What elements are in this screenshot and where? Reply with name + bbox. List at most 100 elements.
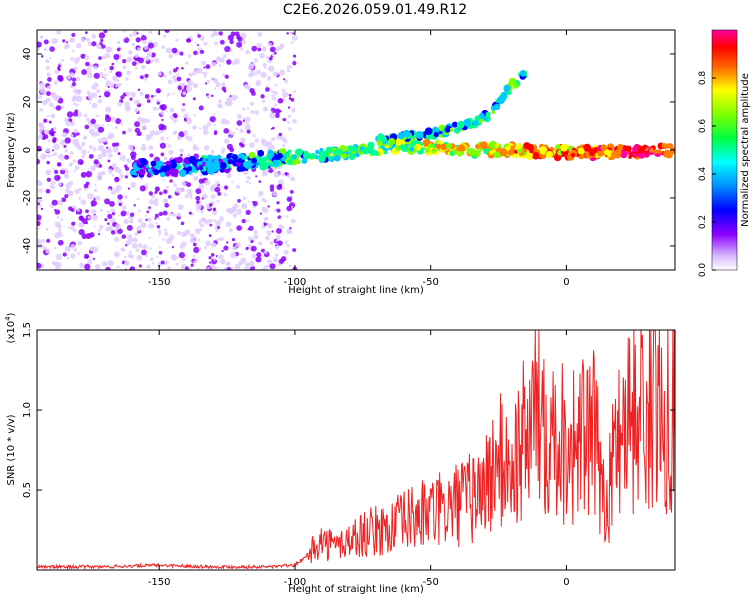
noise-dot — [43, 118, 48, 123]
noise-dot — [290, 218, 296, 224]
noise-dot — [211, 94, 214, 98]
noise-dot — [153, 201, 159, 207]
noise-dot — [134, 53, 139, 59]
track-dot — [272, 159, 280, 167]
track-dot — [501, 92, 508, 98]
noise-dot — [66, 75, 71, 80]
noise-dot — [64, 149, 68, 153]
noise-dot — [123, 36, 126, 40]
noise-dot — [157, 107, 160, 111]
noise-dot — [259, 212, 263, 215]
noise-dot — [225, 208, 230, 212]
noise-dot — [249, 142, 255, 148]
noise-dot — [56, 215, 60, 219]
noise-dot — [257, 241, 263, 246]
noise-dot — [245, 50, 250, 55]
noise-dot — [49, 46, 55, 52]
noise-dot — [227, 34, 234, 41]
noise-dot — [136, 226, 141, 232]
track-dot — [456, 121, 465, 129]
noise-dot — [260, 248, 265, 253]
track-dot — [314, 149, 320, 155]
noise-dot — [229, 147, 235, 153]
noise-dot — [60, 218, 64, 222]
noise-dot — [218, 64, 222, 67]
noise-dot — [249, 260, 255, 267]
noise-dot — [83, 36, 86, 39]
noise-dot — [107, 213, 113, 219]
noise-dot — [69, 72, 75, 78]
noise-dot — [240, 47, 244, 52]
noise-dot — [160, 111, 165, 116]
noise-dot — [119, 154, 127, 162]
noise-dot — [226, 59, 232, 65]
noise-dot — [217, 191, 222, 196]
noise-dot — [119, 173, 125, 179]
noise-dot — [151, 97, 154, 101]
noise-dot — [278, 179, 284, 186]
noise-dot — [146, 210, 150, 214]
noise-dot — [171, 47, 178, 54]
noise-dot — [215, 82, 221, 88]
track-dot — [261, 156, 268, 162]
noise-dot — [91, 102, 98, 109]
noise-dot — [177, 204, 184, 211]
noise-dot — [146, 264, 151, 269]
noise-dot — [60, 58, 65, 62]
noise-dot — [292, 61, 297, 66]
noise-dot — [84, 31, 88, 35]
noise-dot — [138, 209, 141, 213]
noise-dot — [185, 135, 190, 140]
noise-dot — [270, 110, 273, 114]
noise-dot — [122, 205, 127, 210]
noise-dot — [154, 186, 160, 192]
noise-dot — [95, 195, 101, 201]
noise-dot — [76, 42, 82, 49]
noise-dot — [267, 259, 272, 264]
noise-dot — [183, 113, 189, 119]
noise-dot — [123, 255, 127, 259]
noise-dot — [81, 155, 85, 159]
noise-dot — [152, 106, 158, 111]
track-dot — [337, 148, 343, 155]
track-dot — [560, 143, 569, 152]
noise-dot — [281, 88, 286, 92]
noise-dot — [87, 215, 91, 220]
noise-dot — [171, 246, 175, 249]
noise-dot — [129, 212, 135, 217]
noise-dot — [256, 69, 262, 75]
noise-dot — [154, 130, 160, 136]
noise-dot — [162, 108, 165, 111]
noise-dot — [168, 70, 173, 75]
noise-dot — [171, 181, 174, 184]
noise-dot — [213, 41, 219, 46]
noise-dot — [126, 158, 132, 164]
noise-dot — [272, 257, 279, 263]
noise-dot — [91, 34, 97, 39]
noise-dot — [126, 70, 131, 76]
noise-dot — [272, 126, 275, 130]
track-dot — [198, 165, 204, 171]
noise-dot — [122, 65, 127, 70]
noise-dot — [287, 106, 291, 109]
noise-dot — [137, 243, 143, 248]
noise-dot — [164, 228, 168, 232]
noise-dot — [262, 106, 269, 112]
noise-dot — [108, 188, 112, 191]
noise-dot — [224, 74, 229, 79]
x-tick-label: -100 — [284, 577, 307, 588]
snr-frame — [36, 329, 676, 571]
noise-dot — [163, 161, 167, 165]
noise-dot — [120, 210, 127, 217]
noise-dot — [229, 136, 232, 139]
noise-dot — [38, 121, 45, 128]
noise-dot — [39, 107, 44, 112]
track-dot — [146, 173, 152, 178]
colorbar-label: Normalized spectral amplitude — [740, 73, 750, 227]
track-dot — [367, 141, 375, 149]
noise-dot — [292, 107, 296, 111]
colorbar-gradient — [711, 29, 738, 271]
noise-dot — [236, 225, 242, 231]
track-dot — [489, 140, 498, 149]
